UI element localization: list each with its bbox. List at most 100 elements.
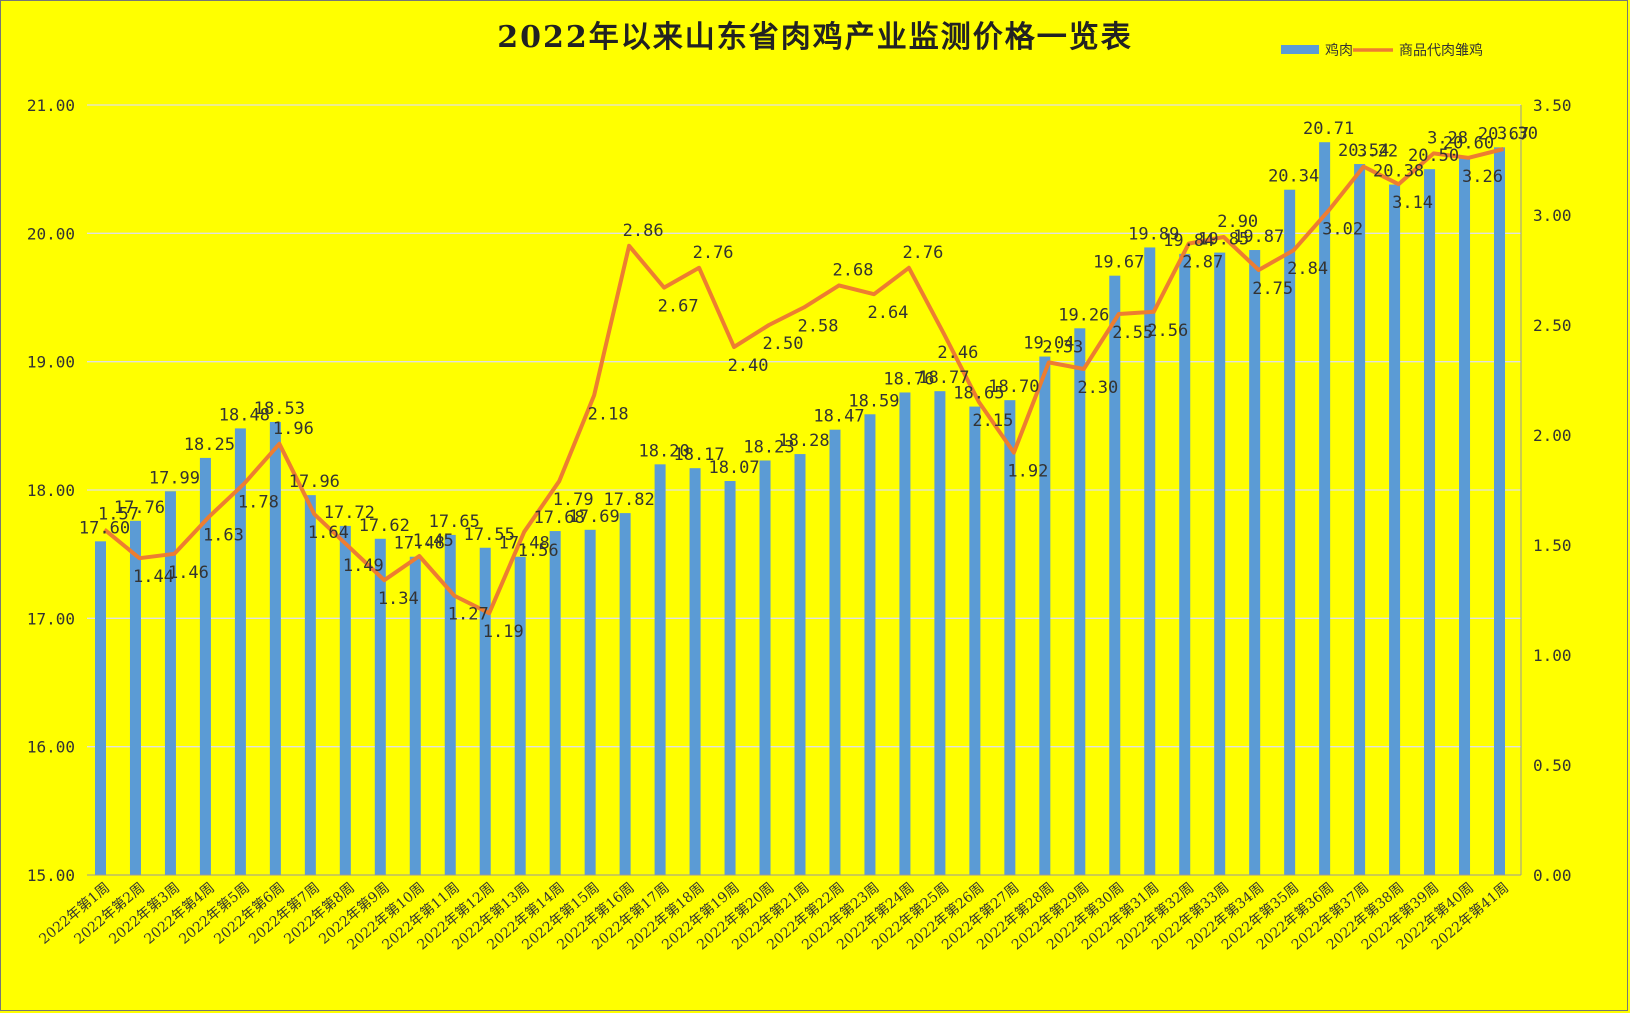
- bar: [934, 391, 946, 875]
- bar: [1284, 189, 1296, 875]
- y-left-tick-label: 16.00: [27, 738, 75, 757]
- bar: [689, 468, 701, 875]
- line-data-label: 1.34: [378, 589, 419, 609]
- bar-data-label: 18.48: [219, 405, 270, 425]
- line-data-label: 2.30: [1077, 378, 1118, 398]
- line-data-label: 2.33: [1042, 337, 1083, 357]
- bar: [94, 541, 106, 875]
- line-data-label: 1.19: [483, 622, 524, 642]
- line-data-label: 3.14: [1392, 193, 1433, 213]
- bar-data-label: 17.76: [114, 498, 165, 518]
- bar: [899, 392, 911, 875]
- y-right-tick-label: 3.50: [1533, 96, 1572, 115]
- y-left-tick-label: 20.00: [27, 224, 75, 243]
- line-data-label: 2.56: [1147, 321, 1188, 341]
- bar-data-label: 18.53: [254, 399, 305, 419]
- bar-data-label: 18.76: [883, 369, 934, 389]
- line-data-label: 1.56: [518, 541, 559, 561]
- bar: [199, 457, 211, 875]
- bar-data-label: 18.28: [778, 431, 829, 451]
- y-right-tick-label: 1.50: [1533, 536, 1572, 555]
- bar: [654, 464, 666, 875]
- bar: [1144, 247, 1156, 875]
- bar-series: [94, 142, 1506, 876]
- bar: [514, 556, 526, 875]
- y-right-tick-label: 2.00: [1533, 426, 1572, 445]
- bar-data-label: 19.04: [1023, 334, 1074, 354]
- bar: [164, 491, 176, 875]
- bar: [864, 414, 876, 875]
- bar: [1389, 184, 1401, 876]
- bar-data-label: 17.65: [429, 512, 480, 532]
- bar-data-label: 18.23: [743, 437, 794, 457]
- legend-label-line: 商品代肉雏鸡: [1399, 42, 1483, 59]
- bar-data-label: 17.55: [464, 525, 515, 545]
- line-data-label: 3.26: [1462, 167, 1503, 187]
- line-data-label: 3.02: [1322, 220, 1363, 240]
- bar: [409, 556, 421, 875]
- bar: [1494, 147, 1506, 876]
- bar: [444, 534, 456, 875]
- line-data-label: 2.55: [1112, 323, 1153, 343]
- bar: [339, 525, 351, 875]
- bar: [269, 421, 281, 875]
- bar: [479, 547, 491, 875]
- line-data-label: 1.79: [553, 490, 594, 510]
- bar-data-label: 20.67: [1478, 124, 1529, 144]
- bar-data-label: 17.82: [604, 490, 655, 510]
- line-data-label: 1.57: [98, 505, 139, 525]
- y-right-tick-label: 0.00: [1533, 866, 1572, 885]
- line-data-label: 2.76: [693, 243, 734, 263]
- line-data-label: 2.84: [1287, 259, 1328, 279]
- bar: [794, 454, 806, 875]
- line-data-label: 3.22: [1357, 142, 1398, 162]
- line-data-label: 1.46: [168, 563, 209, 583]
- line-data-label: 1.44: [133, 567, 174, 587]
- bar-data-label: 20.34: [1268, 167, 1319, 187]
- line-data-label: 2.15: [972, 411, 1013, 431]
- bar-data-label: 20.50: [1408, 146, 1459, 166]
- bar-data-label: 19.85: [1198, 230, 1249, 250]
- bar-data-label: 17.62: [359, 516, 410, 536]
- line-data-label: 2.87: [1182, 253, 1223, 273]
- line-data-label: 2.68: [832, 260, 873, 280]
- line-data-label: 3.30: [1497, 124, 1538, 144]
- bar-data-label: 18.65: [953, 384, 1004, 404]
- bar: [1074, 328, 1086, 875]
- bar: [1214, 252, 1226, 876]
- y-left-tick-label: 15.00: [27, 866, 75, 885]
- line-data-label: 1.27: [448, 605, 489, 625]
- bar: [1179, 253, 1191, 875]
- y-left-tick-label: 17.00: [27, 609, 75, 628]
- bar-data-label: 20.71: [1303, 119, 1354, 139]
- bar: [1424, 169, 1436, 875]
- bar: [759, 460, 771, 875]
- y-right-tick-label: 1.00: [1533, 646, 1572, 665]
- bar-data-label: 18.07: [708, 458, 759, 478]
- bar-data-label: 18.17: [673, 445, 724, 465]
- legend-swatch-bar: [1281, 45, 1319, 54]
- line-data-label: 2.64: [867, 303, 908, 323]
- line-data-label: 1.49: [343, 556, 384, 576]
- bar-data-label: 17.72: [324, 503, 375, 523]
- line-data-label: 2.75: [1252, 279, 1293, 299]
- line-data-label: 1.45: [413, 531, 454, 551]
- bar: [1354, 164, 1366, 876]
- bar-data-label: 17.48: [394, 534, 445, 554]
- bar-data-label: 18.77: [918, 368, 969, 388]
- bar-data-label: 20.60: [1443, 133, 1494, 153]
- chart-title: 2022年以来山东省肉鸡产业监测价格一览表: [497, 20, 1133, 55]
- bar: [584, 529, 596, 875]
- y-right-tick-label: 3.00: [1533, 206, 1572, 225]
- bar-data-label: 19.87: [1233, 227, 1284, 247]
- bar: [374, 538, 386, 875]
- bar-data-label: 17.60: [79, 518, 130, 538]
- bar-data-label: 17.68: [534, 508, 585, 528]
- y-right-tick-label: 2.50: [1533, 316, 1572, 335]
- line-series: [103, 147, 1504, 616]
- line-data-label: 1.64: [308, 523, 349, 543]
- line-data-label: 1.78: [238, 492, 279, 512]
- y-left-tick-label: 18.00: [27, 481, 75, 500]
- line-data-label: 3.28: [1427, 128, 1468, 148]
